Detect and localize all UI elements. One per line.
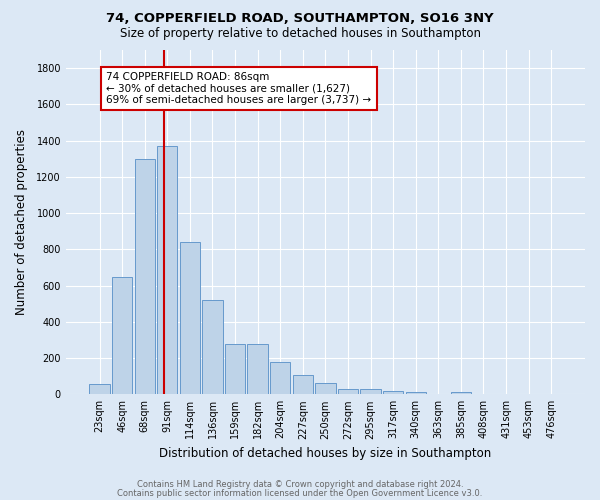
Bar [202, 300, 223, 394]
Bar [406, 392, 426, 394]
Y-axis label: Number of detached properties: Number of detached properties [15, 129, 28, 315]
Bar [338, 388, 358, 394]
Bar [157, 146, 178, 394]
Text: Contains public sector information licensed under the Open Government Licence v3: Contains public sector information licen… [118, 488, 482, 498]
Bar [293, 376, 313, 394]
Text: 74, COPPERFIELD ROAD, SOUTHAMPTON, SO16 3NY: 74, COPPERFIELD ROAD, SOUTHAMPTON, SO16 … [106, 12, 494, 26]
Bar [134, 158, 155, 394]
X-axis label: Distribution of detached houses by size in Southampton: Distribution of detached houses by size … [159, 447, 491, 460]
Bar [225, 344, 245, 395]
Bar [112, 278, 133, 394]
Bar [451, 392, 471, 394]
Text: Size of property relative to detached houses in Southampton: Size of property relative to detached ho… [119, 28, 481, 40]
Bar [315, 383, 335, 394]
Bar [270, 362, 290, 394]
Bar [247, 344, 268, 395]
Bar [89, 384, 110, 394]
Bar [180, 242, 200, 394]
Text: 74 COPPERFIELD ROAD: 86sqm
← 30% of detached houses are smaller (1,627)
69% of s: 74 COPPERFIELD ROAD: 86sqm ← 30% of deta… [106, 72, 371, 105]
Text: Contains HM Land Registry data © Crown copyright and database right 2024.: Contains HM Land Registry data © Crown c… [137, 480, 463, 489]
Bar [383, 390, 403, 394]
Bar [361, 388, 381, 394]
